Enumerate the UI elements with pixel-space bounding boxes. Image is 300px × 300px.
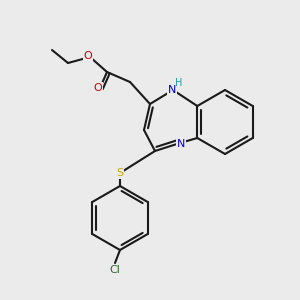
Text: N: N: [168, 85, 176, 95]
Text: N: N: [177, 139, 185, 149]
Text: O: O: [94, 83, 102, 93]
Text: O: O: [84, 51, 92, 61]
Text: S: S: [116, 168, 124, 178]
Text: H: H: [175, 78, 183, 88]
Text: Cl: Cl: [110, 265, 120, 275]
